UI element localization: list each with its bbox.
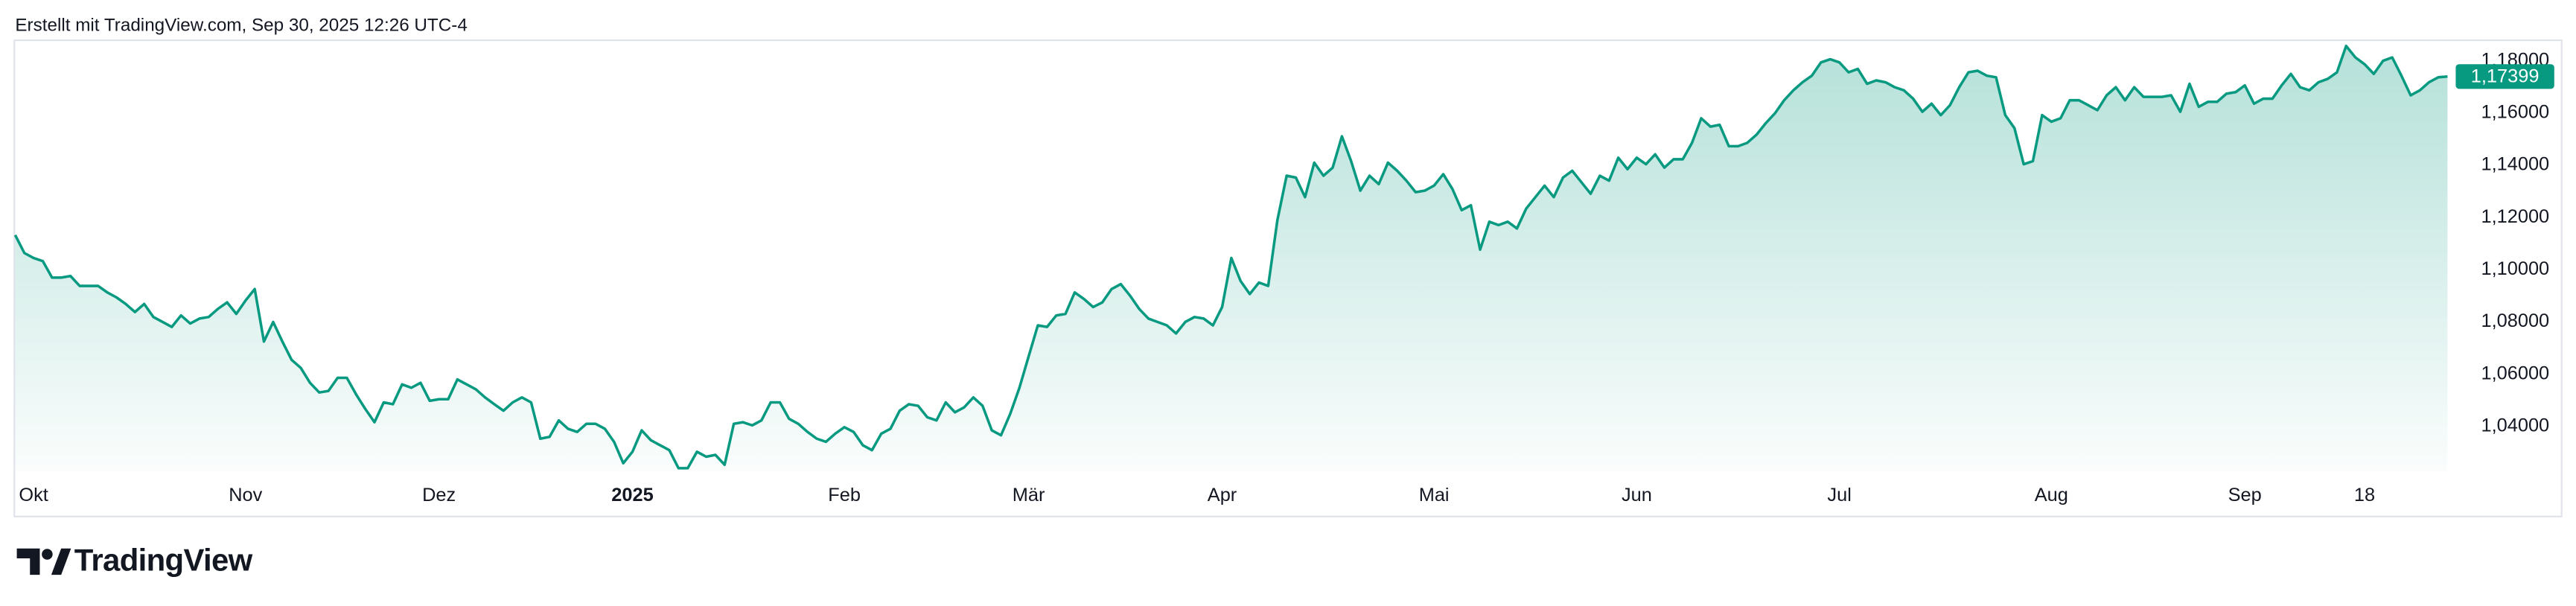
x-tick-label: 18 <box>2354 485 2375 505</box>
plot: 1,04000 1,06000 1,08000 1,10000 1,12000 1,140… <box>13 44 2554 505</box>
x-tick-label: Aug <box>2035 485 2068 505</box>
x-tick-label: Okt <box>19 485 48 505</box>
y-tick-label: 1,14000 <box>2481 154 2550 175</box>
y-tick-label: 1,16000 <box>2481 102 2550 123</box>
x-tick-label: Nov <box>229 485 262 505</box>
y-tick-label: 1,10000 <box>2481 258 2550 279</box>
last-price-badge <box>2455 64 2554 89</box>
y-tick-label: 1,08000 <box>2481 310 2550 331</box>
price-line <box>13 44 2448 470</box>
x-tick-label: Mär <box>1013 485 1045 505</box>
x-tick-label: Jun <box>1622 485 1652 505</box>
chart-credit: Erstellt mit TradingView.com, Sep 30, 20… <box>15 16 467 36</box>
chart-frame <box>13 39 2563 517</box>
x-tick-label: Apr <box>1208 485 1237 505</box>
y-tick-label: 1,12000 <box>2481 206 2550 227</box>
x-tick-label: Jul <box>1827 485 1851 505</box>
y-tick-label: 1,04000 <box>2481 415 2550 436</box>
x-tick-label: Mai <box>1419 485 1450 505</box>
x-tick-label: 2025 <box>611 485 653 505</box>
x-tick-label: Feb <box>828 485 861 505</box>
last-price-label: 1,17399 <box>2471 66 2540 87</box>
x-tick-label: Sep <box>2228 485 2262 505</box>
brand-logo: TradingView <box>16 543 253 578</box>
x-tick-label: Dez <box>422 485 456 505</box>
y-tick-label: 1,06000 <box>2481 363 2550 383</box>
brand-name: TradingView <box>74 543 253 578</box>
